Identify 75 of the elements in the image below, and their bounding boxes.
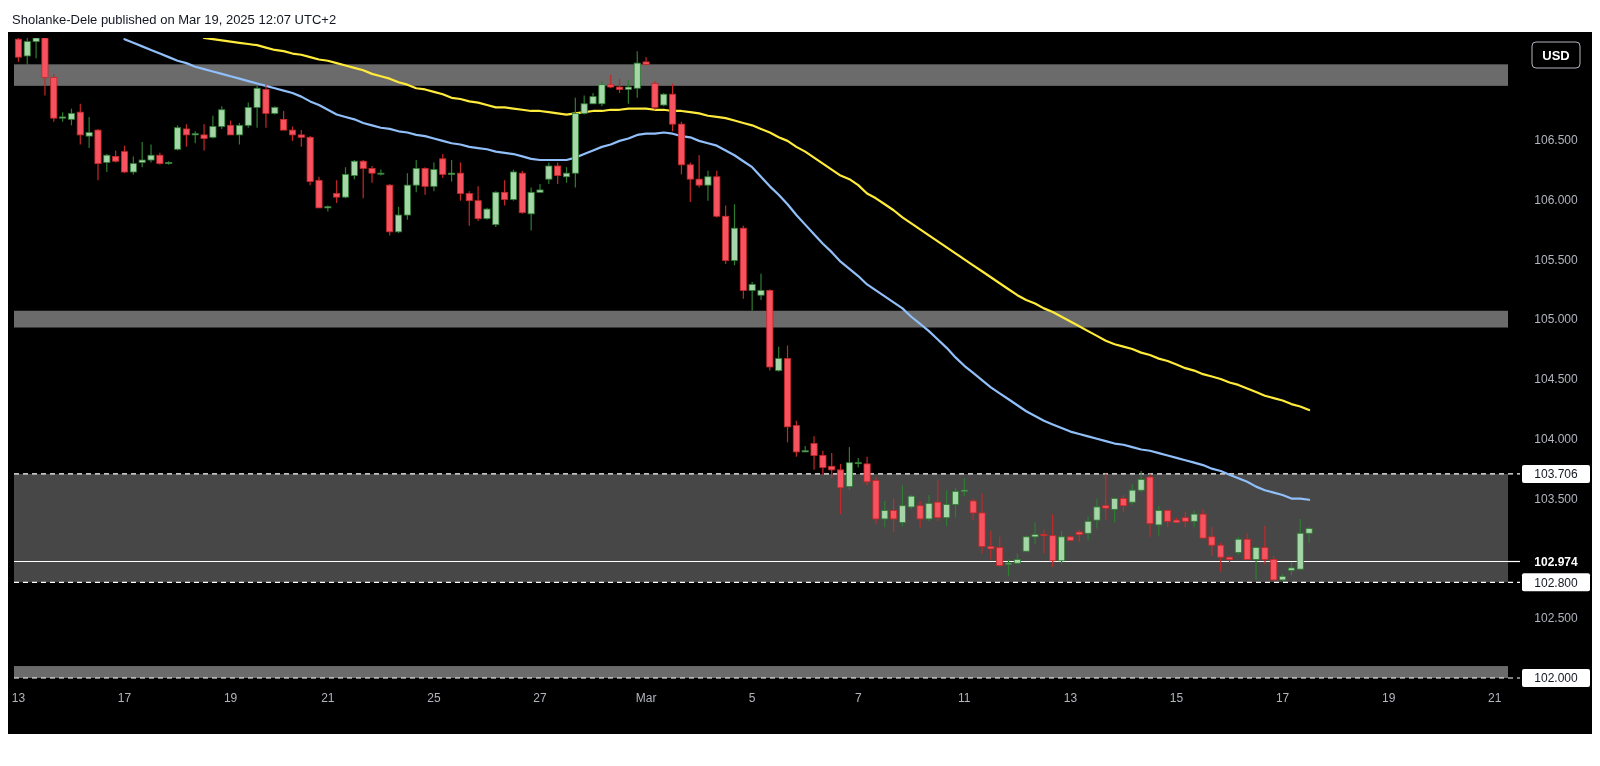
candlestick: [262, 84, 270, 129]
line-series: [202, 38, 1311, 412]
candlestick: [174, 124, 182, 152]
candlestick: [395, 206, 403, 234]
candlestick: [439, 153, 447, 179]
candlestick: [85, 116, 93, 149]
candlestick: [898, 484, 906, 527]
x-tick-label: 13: [1063, 691, 1078, 705]
y-tick-label: 104.500: [1534, 372, 1579, 387]
candlestick: [704, 170, 712, 202]
candlestick: [1102, 472, 1110, 521]
x-tick-label: 7: [854, 691, 862, 705]
candlestick: [76, 103, 84, 146]
candlestick: [182, 123, 190, 148]
candlestick: [951, 487, 959, 519]
candlestick: [456, 161, 464, 202]
x-tick-label: 15: [1169, 691, 1184, 705]
x-tick-label: 19: [1381, 691, 1396, 705]
candlestick: [1252, 545, 1260, 581]
y-tick-label: 106.500: [1534, 132, 1579, 147]
candlestick: [1084, 515, 1092, 542]
chart-title: Sholanke-Dele published on Mar 19, 2025 12:07 UTC+2: [12, 12, 337, 27]
candlestick: [943, 489, 951, 527]
candlestick: [925, 494, 933, 522]
x-tick-label: 19: [223, 691, 238, 705]
y-tick-label: 105.000: [1534, 312, 1579, 327]
x-tick-label: Mar: [635, 691, 657, 705]
candlestick: [916, 500, 924, 528]
candlestick: [1155, 505, 1163, 537]
ref-line-label: 102.974: [1534, 554, 1579, 569]
line-series: [123, 38, 1311, 501]
y-tick-label: 102.500: [1534, 611, 1579, 626]
x-tick-label: 17: [117, 691, 132, 705]
candlestick: [377, 168, 385, 177]
x-tick-label: 25: [427, 691, 441, 705]
x-tick-label: 17: [1275, 691, 1290, 705]
candlestick: [642, 56, 650, 67]
candlestick: [934, 478, 942, 522]
candlestick: [1111, 496, 1119, 524]
candlestick: [430, 161, 438, 192]
candlestick: [545, 161, 553, 185]
candlestick: [1243, 532, 1251, 561]
ref-line-label: 103.706: [1534, 467, 1579, 482]
x-tick-label: 13: [11, 691, 26, 705]
text: USD: [1542, 47, 1570, 63]
ref-line-label: 102.000: [1534, 671, 1579, 686]
candlestick: [1093, 497, 1101, 530]
candlestick: [280, 110, 288, 131]
candlestick: [421, 166, 429, 196]
candlestick: [121, 145, 128, 174]
candlestick: [200, 123, 208, 152]
candlestick: [448, 159, 456, 183]
candlestick: [350, 159, 358, 180]
candlestick: [881, 500, 889, 528]
x-tick-label: 27: [533, 691, 547, 705]
candlestick: [501, 179, 509, 207]
y-tick-label: 106.000: [1534, 192, 1579, 207]
candlestick: [651, 80, 659, 111]
candlestick: [837, 463, 845, 515]
candlestick: [333, 179, 341, 204]
candlestick: [342, 166, 349, 199]
candlestick: [14, 38, 22, 63]
x-tick-label: 11: [958, 691, 971, 705]
candlestick: [890, 497, 898, 533]
x-tick-label: 21: [321, 691, 335, 705]
y-tick-label: 104.000: [1534, 431, 1579, 446]
ref-line-label: 102.800: [1534, 575, 1579, 590]
candlestick: [235, 122, 243, 146]
y-tick-label: 105.500: [1534, 252, 1579, 267]
candlestick: [1058, 530, 1066, 565]
y-tick-label: 103.500: [1534, 491, 1579, 506]
x-tick-label: 5: [748, 691, 756, 705]
candlestick: [554, 161, 562, 185]
candlestick: [775, 346, 783, 373]
x-tick-label: 21: [1488, 691, 1502, 705]
